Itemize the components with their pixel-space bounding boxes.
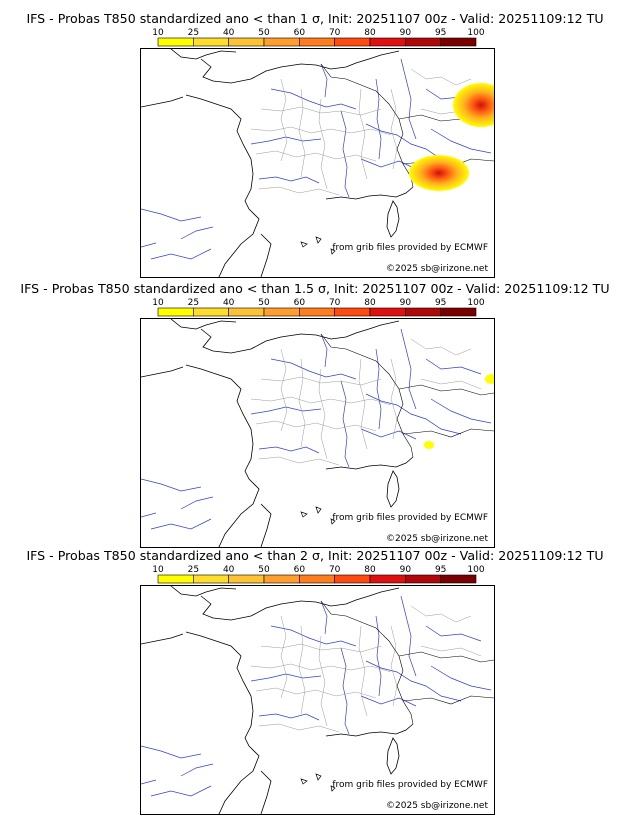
map-panel-2: IFS - Probas T850 standardized ano < tha… xyxy=(0,276,630,552)
map-panel-1: IFS - Probas T850 standardized ano < tha… xyxy=(0,0,630,278)
colorbar: 10 25 40 50 60 70 80 90 95 100 xyxy=(152,565,485,584)
colorbar-tick-label: 10 xyxy=(152,565,164,575)
colorbar-tick-label: 95 xyxy=(435,565,446,575)
colorbar-segment xyxy=(440,307,477,317)
colorbar-tick-label: 70 xyxy=(329,298,341,308)
panel-title: IFS - Probas T850 standardized ano < tha… xyxy=(26,548,604,563)
colorbar-segment xyxy=(193,307,229,317)
colorbar-tick-label: 90 xyxy=(400,565,412,575)
colorbar-segment xyxy=(440,37,477,47)
colorbar-segment xyxy=(193,574,229,584)
colorbar-segment xyxy=(263,307,300,317)
probability-map: from grib files provided by ECMWF ©2025 … xyxy=(140,48,495,278)
colorbar: 10 25 40 50 60 70 80 90 95 100 xyxy=(152,298,485,317)
colorbar: 10 25 40 50 60 70 80 90 95 100 xyxy=(152,28,485,47)
colorbar-tick-label: 100 xyxy=(467,28,484,38)
colorbar-tick-label: 70 xyxy=(329,28,341,38)
probability-map: from grib files provided by ECMWF ©2025 … xyxy=(140,318,495,548)
colorbar-segment xyxy=(405,574,441,584)
colorbar-segment xyxy=(157,37,194,47)
colorbar-segment xyxy=(405,307,441,317)
colorbar-segment xyxy=(157,574,194,584)
colorbar-tick-label: 40 xyxy=(223,298,235,308)
copyright-credit: ©2025 sb@irizone.net xyxy=(386,534,488,544)
colorbar-tick-label: 60 xyxy=(294,28,306,38)
colorbar-tick-label: 50 xyxy=(258,565,270,575)
colorbar-segment xyxy=(440,574,477,584)
map-panel-3: IFS - Probas T850 standardized ano < tha… xyxy=(0,548,630,828)
colorbar-segment xyxy=(299,307,335,317)
colorbar-segment xyxy=(263,37,300,47)
probability-patch xyxy=(453,83,494,127)
colorbar-tick-label: 80 xyxy=(364,28,376,38)
colorbar-segment xyxy=(334,37,371,47)
source-credit: from grib files provided by ECMWF xyxy=(332,513,488,523)
source-credit: from grib files provided by ECMWF xyxy=(332,243,488,253)
colorbar-tick-label: 25 xyxy=(188,298,199,308)
colorbar-segment xyxy=(369,37,406,47)
colorbar-segment xyxy=(369,574,406,584)
colorbar-tick-label: 70 xyxy=(329,565,341,575)
colorbar-segment xyxy=(299,574,335,584)
colorbar-segment xyxy=(334,307,371,317)
colorbar-tick-label: 50 xyxy=(258,298,270,308)
colorbar-tick-label: 80 xyxy=(364,565,376,575)
colorbar-tick-label: 50 xyxy=(258,28,270,38)
copyright-credit: ©2025 sb@irizone.net xyxy=(386,264,488,274)
panel-title: IFS - Probas T850 standardized ano < tha… xyxy=(26,11,604,26)
probability-map: from grib files provided by ECMWF ©2025 … xyxy=(140,585,495,815)
colorbar-tick-label: 25 xyxy=(188,28,199,38)
colorbar-segment xyxy=(228,574,265,584)
probability-patch xyxy=(485,374,494,384)
colorbar-tick-label: 40 xyxy=(223,28,235,38)
colorbar-tick-label: 90 xyxy=(400,28,412,38)
colorbar-segment xyxy=(228,37,265,47)
colorbar-segment xyxy=(334,574,371,584)
colorbar-tick-label: 95 xyxy=(435,28,446,38)
colorbar-segment xyxy=(263,574,300,584)
colorbar-tick-label: 25 xyxy=(188,565,199,575)
probability-patch xyxy=(424,441,434,449)
source-credit: from grib files provided by ECMWF xyxy=(332,780,488,790)
colorbar-tick-label: 100 xyxy=(467,298,484,308)
colorbar-tick-label: 95 xyxy=(435,298,446,308)
colorbar-tick-label: 80 xyxy=(364,298,376,308)
colorbar-segment xyxy=(299,37,335,47)
colorbar-segment xyxy=(157,307,194,317)
colorbar-segment xyxy=(369,307,406,317)
colorbar-tick-label: 60 xyxy=(294,298,306,308)
colorbar-tick-label: 90 xyxy=(400,298,412,308)
colorbar-segment xyxy=(193,37,229,47)
colorbar-tick-label: 60 xyxy=(294,565,306,575)
colorbar-tick-label: 10 xyxy=(152,298,164,308)
copyright-credit: ©2025 sb@irizone.net xyxy=(386,801,488,811)
colorbar-tick-label: 100 xyxy=(467,565,484,575)
colorbar-tick-label: 40 xyxy=(223,565,235,575)
probability-patch xyxy=(409,155,469,191)
colorbar-segment xyxy=(228,307,265,317)
colorbar-tick-label: 10 xyxy=(152,28,164,38)
panel-title: IFS - Probas T850 standardized ano < tha… xyxy=(20,281,610,296)
colorbar-segment xyxy=(405,37,441,47)
